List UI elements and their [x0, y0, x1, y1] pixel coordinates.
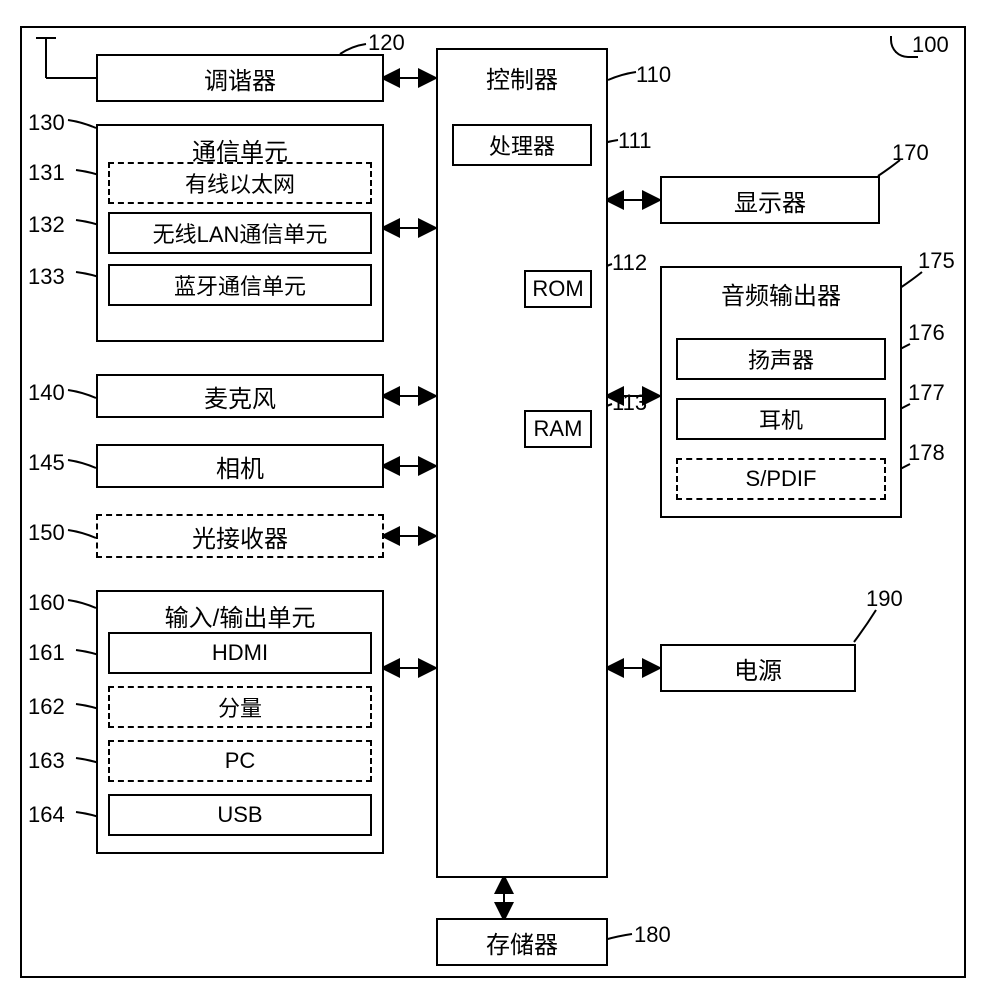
rom-block: ROM [524, 270, 592, 308]
speaker-block: 扬声器 [676, 338, 886, 380]
power-block: 电源 [660, 644, 856, 692]
pc-block: PC [108, 740, 372, 782]
storage-label: 存储器 [486, 925, 558, 960]
controller-block: 控制器 [436, 48, 608, 878]
headphone-label: 耳机 [759, 403, 803, 435]
component-label: 分量 [218, 691, 262, 723]
ref-176: 176 [908, 320, 945, 346]
ref-132: 132 [28, 212, 65, 238]
optical-rx-block: 光接收器 [96, 514, 384, 558]
usb-label: USB [217, 802, 262, 828]
headphone-block: 耳机 [676, 398, 886, 440]
tuner-label: 调谐器 [204, 61, 276, 96]
ref-120: 120 [368, 30, 405, 56]
hdmi-block: HDMI [108, 632, 372, 674]
optical-rx-label: 光接收器 [192, 519, 288, 554]
processor-label: 处理器 [489, 129, 555, 161]
ref-162: 162 [28, 694, 65, 720]
pc-label: PC [225, 748, 256, 774]
ref-113: 113 [612, 390, 647, 416]
tuner-block: 调谐器 [96, 54, 384, 102]
ethernet-block: 有线以太网 [108, 162, 372, 204]
ram-block: RAM [524, 410, 592, 448]
ref-110: 110 [636, 62, 671, 88]
audio-out-label: 音频输出器 [662, 268, 900, 311]
ref-163: 163 [28, 748, 65, 774]
ref-161: 161 [28, 640, 65, 666]
io-unit-label: 输入/输出单元 [98, 592, 382, 633]
bluetooth-block: 蓝牙通信单元 [108, 264, 372, 306]
comm-unit-label: 通信单元 [98, 126, 382, 167]
spdif-block: S/PDIF [676, 458, 886, 500]
ref-178: 178 [908, 440, 945, 466]
microphone-block: 麦克风 [96, 374, 384, 418]
rom-label: ROM [532, 276, 583, 302]
power-label: 电源 [734, 651, 782, 686]
speaker-label: 扬声器 [748, 343, 814, 375]
ref-190: 190 [866, 586, 903, 612]
ref-133: 133 [28, 264, 65, 290]
camera-label: 相机 [216, 449, 264, 484]
display-block: 显示器 [660, 176, 880, 224]
ref-131: 131 [28, 160, 65, 186]
ref-130: 130 [28, 110, 65, 136]
wlan-label: 无线LAN通信单元 [153, 217, 328, 249]
camera-block: 相机 [96, 444, 384, 488]
display-label: 显示器 [734, 183, 806, 218]
spdif-label: S/PDIF [746, 466, 817, 492]
ref-150: 150 [28, 520, 65, 546]
storage-block: 存储器 [436, 918, 608, 966]
ref-112: 112 [612, 250, 647, 276]
ref-140: 140 [28, 380, 65, 406]
ram-label: RAM [534, 416, 583, 442]
usb-block: USB [108, 794, 372, 836]
controller-label: 控制器 [438, 50, 606, 95]
hdmi-label: HDMI [212, 640, 268, 666]
ref-164: 164 [28, 802, 65, 828]
bluetooth-label: 蓝牙通信单元 [174, 269, 306, 301]
wlan-block: 无线LAN通信单元 [108, 212, 372, 254]
ref-177: 177 [908, 380, 945, 406]
microphone-label: 麦克风 [204, 379, 276, 414]
ref-160: 160 [28, 590, 65, 616]
component-block: 分量 [108, 686, 372, 728]
ref-180: 180 [634, 922, 671, 948]
ref-145: 145 [28, 450, 65, 476]
processor-block: 处理器 [452, 124, 592, 166]
ref-111: 111 [618, 128, 651, 154]
ref-175: 175 [918, 248, 955, 274]
ethernet-label: 有线以太网 [185, 167, 295, 199]
ref-170: 170 [892, 140, 929, 166]
